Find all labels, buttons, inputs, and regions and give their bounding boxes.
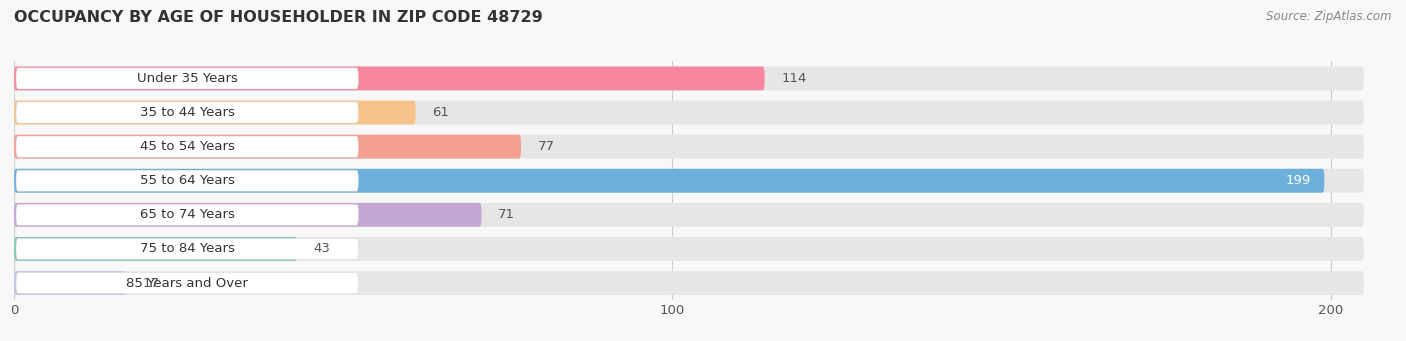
FancyBboxPatch shape: [15, 204, 359, 225]
FancyBboxPatch shape: [14, 135, 522, 159]
Text: Source: ZipAtlas.com: Source: ZipAtlas.com: [1267, 10, 1392, 23]
FancyBboxPatch shape: [14, 203, 481, 227]
Text: 75 to 84 Years: 75 to 84 Years: [139, 242, 235, 255]
Text: 55 to 64 Years: 55 to 64 Years: [139, 174, 235, 187]
FancyBboxPatch shape: [14, 169, 1364, 193]
Text: 43: 43: [314, 242, 330, 255]
Text: OCCUPANCY BY AGE OF HOUSEHOLDER IN ZIP CODE 48729: OCCUPANCY BY AGE OF HOUSEHOLDER IN ZIP C…: [14, 10, 543, 25]
FancyBboxPatch shape: [14, 203, 1364, 227]
FancyBboxPatch shape: [14, 66, 765, 90]
FancyBboxPatch shape: [15, 170, 359, 191]
FancyBboxPatch shape: [14, 101, 1364, 124]
FancyBboxPatch shape: [14, 237, 297, 261]
FancyBboxPatch shape: [14, 135, 1364, 159]
FancyBboxPatch shape: [14, 271, 127, 295]
FancyBboxPatch shape: [15, 238, 359, 260]
FancyBboxPatch shape: [15, 102, 359, 123]
FancyBboxPatch shape: [14, 101, 416, 124]
Text: 61: 61: [432, 106, 449, 119]
FancyBboxPatch shape: [15, 136, 359, 157]
Text: 35 to 44 Years: 35 to 44 Years: [139, 106, 235, 119]
Text: Under 35 Years: Under 35 Years: [136, 72, 238, 85]
Text: 85 Years and Over: 85 Years and Over: [127, 277, 249, 290]
Text: 45 to 54 Years: 45 to 54 Years: [139, 140, 235, 153]
Text: 17: 17: [142, 277, 159, 290]
FancyBboxPatch shape: [14, 237, 1364, 261]
FancyBboxPatch shape: [15, 68, 359, 89]
FancyBboxPatch shape: [15, 272, 359, 294]
Text: 199: 199: [1286, 174, 1312, 187]
Text: 65 to 74 Years: 65 to 74 Years: [139, 208, 235, 221]
Text: 77: 77: [537, 140, 554, 153]
FancyBboxPatch shape: [14, 169, 1324, 193]
FancyBboxPatch shape: [14, 66, 1364, 90]
Text: 71: 71: [498, 208, 515, 221]
Text: 114: 114: [782, 72, 807, 85]
FancyBboxPatch shape: [14, 271, 1364, 295]
